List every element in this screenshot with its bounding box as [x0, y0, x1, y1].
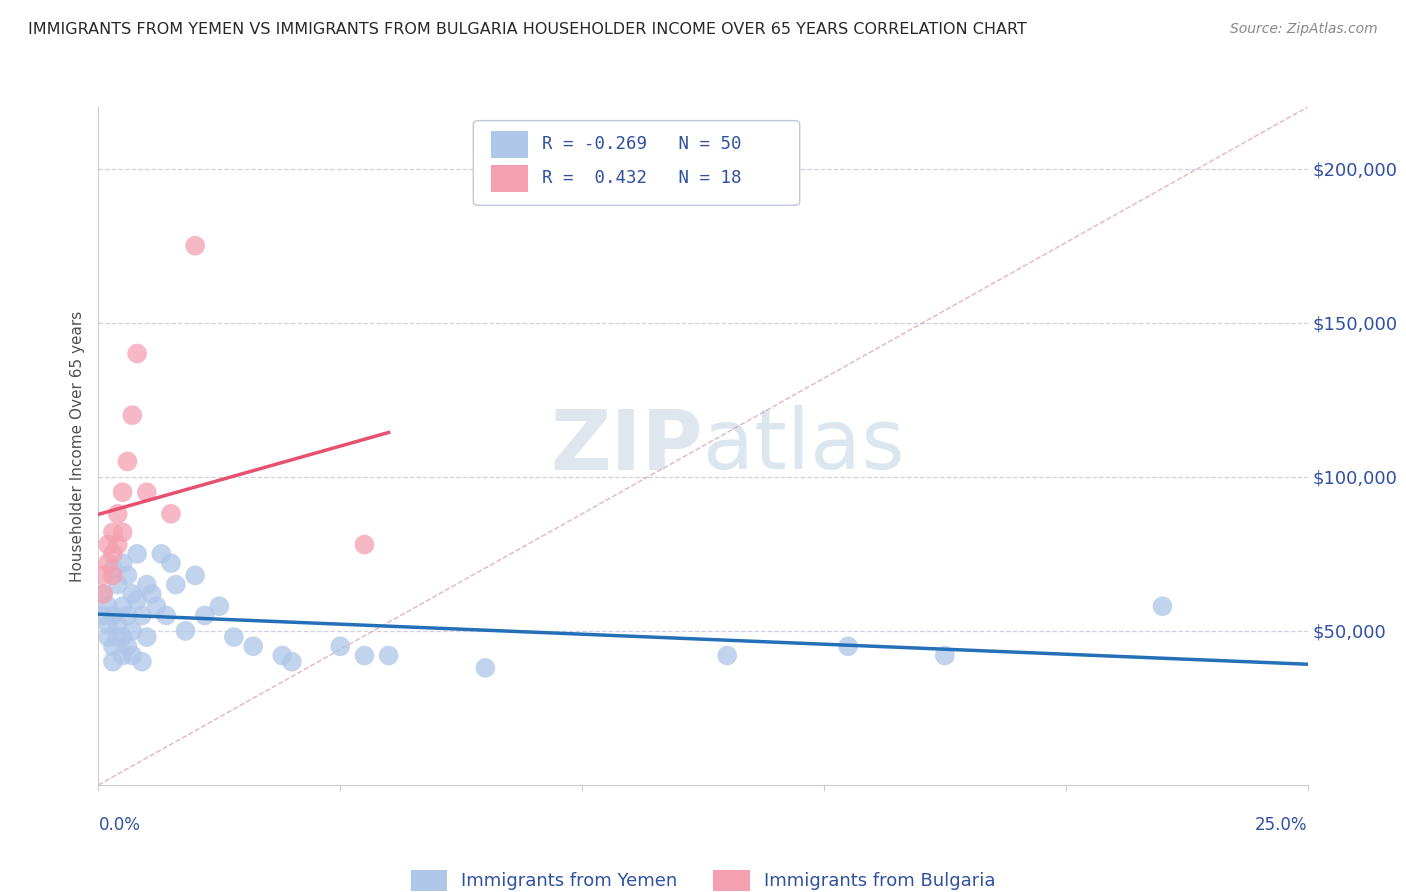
- Point: [165, 577, 187, 591]
- Point: [474, 661, 496, 675]
- Point: [97, 556, 120, 570]
- Text: 0.0%: 0.0%: [98, 816, 141, 834]
- Point: [107, 630, 129, 644]
- Point: [111, 556, 134, 570]
- Point: [117, 454, 139, 468]
- Point: [91, 568, 114, 582]
- Text: 25.0%: 25.0%: [1256, 816, 1308, 834]
- Point: [160, 507, 183, 521]
- Point: [111, 525, 134, 540]
- Point: [174, 624, 197, 638]
- Point: [242, 640, 264, 654]
- Point: [121, 408, 143, 422]
- Point: [107, 507, 129, 521]
- Legend: Immigrants from Yemen, Immigrants from Bulgaria: Immigrants from Yemen, Immigrants from B…: [404, 863, 1002, 892]
- Point: [1152, 599, 1174, 614]
- Point: [121, 587, 143, 601]
- Point: [101, 655, 124, 669]
- Text: atlas: atlas: [703, 406, 904, 486]
- Point: [101, 525, 124, 540]
- Point: [101, 562, 124, 576]
- Point: [135, 577, 157, 591]
- Point: [281, 655, 304, 669]
- Text: ZIP: ZIP: [551, 406, 703, 486]
- Point: [131, 608, 153, 623]
- Text: R =  0.432   N = 18: R = 0.432 N = 18: [543, 169, 742, 187]
- Text: R = -0.269   N = 50: R = -0.269 N = 50: [543, 136, 742, 153]
- Point: [377, 648, 399, 663]
- Point: [184, 238, 207, 252]
- Point: [91, 587, 114, 601]
- Point: [101, 608, 124, 623]
- Point: [97, 599, 120, 614]
- Point: [101, 568, 124, 582]
- Y-axis label: Householder Income Over 65 years: Householder Income Over 65 years: [70, 310, 86, 582]
- Point: [97, 630, 120, 644]
- Point: [127, 593, 149, 607]
- Point: [97, 538, 120, 552]
- Text: Source: ZipAtlas.com: Source: ZipAtlas.com: [1230, 22, 1378, 37]
- Point: [934, 648, 956, 663]
- Point: [184, 568, 207, 582]
- FancyBboxPatch shape: [474, 120, 800, 205]
- Point: [107, 577, 129, 591]
- Text: IMMIGRANTS FROM YEMEN VS IMMIGRANTS FROM BULGARIA HOUSEHOLDER INCOME OVER 65 YEA: IMMIGRANTS FROM YEMEN VS IMMIGRANTS FROM…: [28, 22, 1026, 37]
- Point: [150, 547, 173, 561]
- Point: [194, 608, 217, 623]
- Point: [117, 608, 139, 623]
- Point: [127, 346, 149, 360]
- Point: [131, 655, 153, 669]
- Bar: [492, 131, 527, 158]
- Point: [208, 599, 231, 614]
- Point: [121, 624, 143, 638]
- Point: [101, 640, 124, 654]
- Point: [91, 587, 114, 601]
- Point: [145, 599, 167, 614]
- Point: [117, 568, 139, 582]
- Point: [353, 538, 375, 552]
- Point: [127, 547, 149, 561]
- Point: [135, 630, 157, 644]
- Point: [107, 538, 129, 552]
- Point: [329, 640, 352, 654]
- Point: [107, 617, 129, 632]
- Point: [111, 599, 134, 614]
- Point: [111, 485, 134, 500]
- Point: [353, 648, 375, 663]
- Point: [160, 556, 183, 570]
- Point: [716, 648, 738, 663]
- Point: [271, 648, 294, 663]
- Point: [121, 648, 143, 663]
- Point: [101, 547, 124, 561]
- Point: [97, 617, 120, 632]
- Point: [111, 648, 134, 663]
- Point: [837, 640, 859, 654]
- Bar: [492, 165, 527, 192]
- Point: [111, 630, 134, 644]
- Point: [155, 608, 177, 623]
- Point: [135, 485, 157, 500]
- Point: [117, 640, 139, 654]
- Point: [141, 587, 163, 601]
- Point: [91, 608, 114, 623]
- Point: [222, 630, 245, 644]
